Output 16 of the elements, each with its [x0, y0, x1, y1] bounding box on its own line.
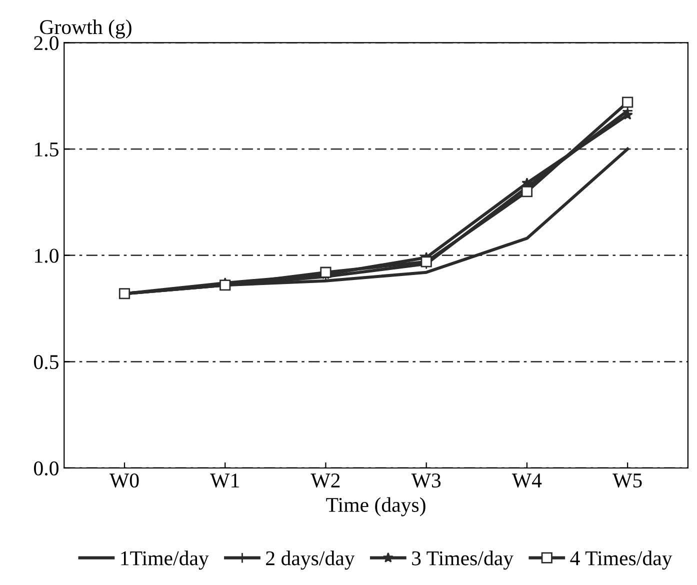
- y-tick-label: 1.5: [35, 142, 58, 157]
- x-tick-label: W2: [310, 474, 340, 488]
- x-axis-title: Time (days): [326, 497, 426, 516]
- legend-label: 3 Times/day: [412, 550, 514, 570]
- x-tick-label: W5: [612, 474, 642, 488]
- legend-label: 4 Times/day: [570, 550, 672, 570]
- legend-label: 2 days/day: [266, 550, 355, 570]
- y-tick-label: 0.5: [34, 355, 58, 370]
- x-tick-label: W3: [411, 474, 441, 488]
- x-tick-label: W1: [210, 474, 239, 488]
- x-tick-label: W4: [512, 474, 542, 488]
- y-tick-label: 0.0: [34, 461, 58, 476]
- y-tick-label: 2.0: [34, 36, 58, 50]
- x-tick-label: W0: [109, 473, 139, 488]
- y-tick-label: 1.0: [35, 248, 58, 263]
- legend-label: 1Time/day: [121, 550, 209, 570]
